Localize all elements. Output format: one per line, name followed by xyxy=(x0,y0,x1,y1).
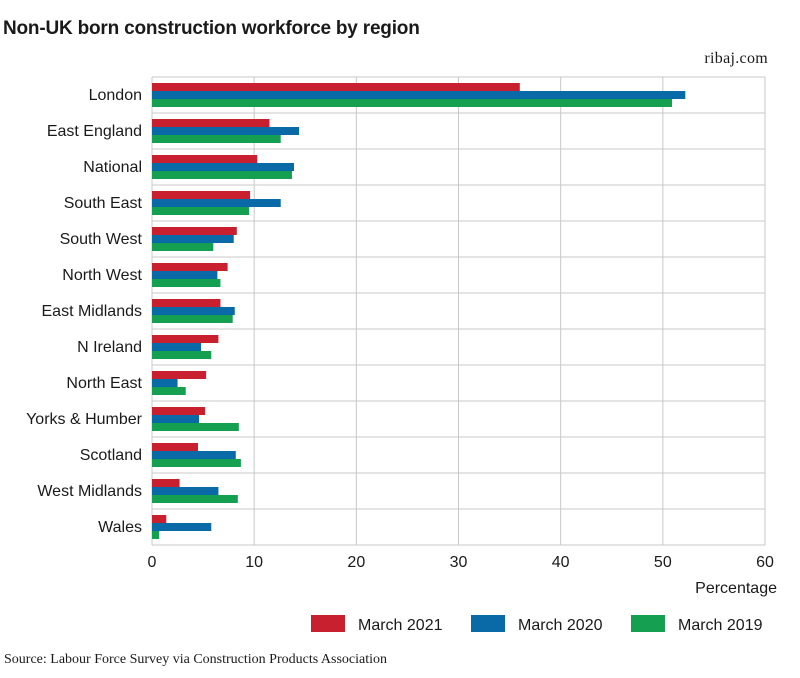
x-tick-label: 30 xyxy=(450,554,468,571)
bar xyxy=(152,343,202,351)
bar xyxy=(152,335,219,343)
bar xyxy=(152,371,207,379)
bar xyxy=(152,459,241,467)
bar xyxy=(152,423,239,431)
bar xyxy=(152,99,673,107)
bar xyxy=(152,307,235,315)
category-label: National xyxy=(83,159,142,176)
category-label: West Midlands xyxy=(37,483,142,500)
bar xyxy=(152,127,300,135)
bar xyxy=(152,207,250,215)
bar xyxy=(152,135,281,143)
legend-swatch xyxy=(471,615,505,632)
bar xyxy=(152,227,237,235)
category-label: North East xyxy=(66,375,142,392)
category-label: East England xyxy=(47,123,142,140)
x-tick-label: 40 xyxy=(552,554,570,571)
bar xyxy=(152,171,292,179)
category-label: South West xyxy=(60,231,143,248)
bar xyxy=(152,199,281,207)
source-note: Source: Labour Force Survey via Construc… xyxy=(4,652,387,667)
bar xyxy=(152,83,520,91)
category-label: South East xyxy=(64,195,143,212)
legend-swatch xyxy=(631,615,665,632)
category-label: East Midlands xyxy=(42,303,143,320)
bar xyxy=(152,163,295,171)
legend-swatch xyxy=(311,615,345,632)
bar xyxy=(152,531,160,539)
bar xyxy=(152,495,238,503)
bar xyxy=(152,155,258,163)
category-label: North West xyxy=(62,267,142,284)
bar xyxy=(152,315,233,323)
legend-label: March 2019 xyxy=(678,617,763,634)
brand-label: ribaj.com xyxy=(704,50,768,67)
category-label: London xyxy=(89,87,142,104)
bar xyxy=(152,191,251,199)
x-tick-label: 10 xyxy=(245,554,263,571)
bar xyxy=(152,91,686,99)
legend-label: March 2020 xyxy=(518,617,603,634)
bar xyxy=(152,443,198,451)
bar xyxy=(152,299,221,307)
bar xyxy=(152,351,212,359)
bar xyxy=(152,515,167,523)
bar xyxy=(152,415,199,423)
x-tick-label: 0 xyxy=(148,554,157,571)
chart-title: Non-UK born construction workforce by re… xyxy=(3,18,420,39)
bar xyxy=(152,271,218,279)
bar xyxy=(152,523,212,531)
legend-label: March 2021 xyxy=(358,617,443,634)
category-label: Yorks & Humber xyxy=(26,411,143,428)
category-labels: London East England National South East Sout… xyxy=(26,87,143,536)
category-label: Scotland xyxy=(80,447,142,464)
bar xyxy=(152,263,228,271)
bar xyxy=(152,487,219,495)
bar xyxy=(152,451,236,459)
bar xyxy=(152,407,206,415)
category-label: Wales xyxy=(98,519,142,536)
x-tick-label: 60 xyxy=(756,554,774,571)
x-axis-title: Percentage xyxy=(695,580,777,597)
bar xyxy=(152,235,234,243)
x-tick-label: 20 xyxy=(347,554,365,571)
gridlines xyxy=(151,76,766,546)
x-axis-ticks: 0 10 20 30 40 50 60 xyxy=(148,554,774,571)
legend: March 2021 March 2020 March 2019 xyxy=(311,615,763,634)
bar xyxy=(152,379,178,387)
bars xyxy=(152,83,686,539)
bar xyxy=(152,243,214,251)
category-label: N Ireland xyxy=(77,339,142,356)
bar xyxy=(152,387,186,395)
bar xyxy=(152,119,270,127)
bar xyxy=(152,279,221,287)
bar xyxy=(152,479,180,487)
x-tick-label: 50 xyxy=(654,554,672,571)
